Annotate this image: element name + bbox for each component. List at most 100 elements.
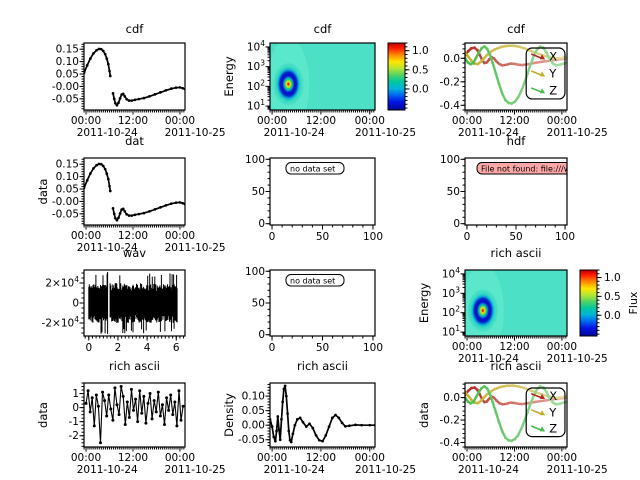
x-tick-label: 00:00: [355, 115, 385, 127]
marker: [513, 62, 516, 66]
legend-arrowhead: [539, 410, 546, 416]
marker: [129, 387, 133, 391]
marker: [483, 45, 486, 48]
marker: [562, 401, 565, 405]
x-tick-label: 12:00: [499, 452, 529, 464]
marker: [538, 60, 542, 64]
marker: [92, 424, 96, 428]
x-tick-label: 50: [509, 231, 522, 243]
multi-line-area: [465, 384, 567, 443]
marker: [284, 394, 288, 398]
annotation-area: File not found: file:///w: [476, 162, 567, 175]
panel-r2c2: no data set 100 50 00 50 100: [245, 154, 383, 243]
x-tick-label: 00:00: [165, 452, 195, 464]
y-tick-label: 0.15: [56, 44, 79, 56]
marker: [123, 95, 127, 98]
marker: [137, 212, 141, 216]
series-Z: [465, 45, 567, 105]
x-tick-label: 00:00: [165, 230, 195, 242]
marker: [130, 99, 134, 102]
marker: [140, 411, 144, 415]
marker: [520, 402, 524, 406]
marker: [88, 410, 92, 414]
x-tick-label: 12:00: [118, 230, 148, 242]
marker: [497, 420, 501, 424]
marker: [99, 162, 103, 166]
marker: [123, 210, 127, 213]
marker: [343, 424, 347, 428]
date-label: 2011-10-24: [77, 242, 138, 254]
marker: [474, 56, 478, 60]
marker: [501, 63, 505, 67]
marker: [97, 162, 101, 166]
marker: [337, 416, 341, 420]
marker: [340, 421, 344, 425]
marker: [106, 177, 110, 181]
marker: [466, 389, 470, 393]
marker: [167, 408, 171, 412]
marker: [94, 393, 98, 397]
panel-title: cdf: [507, 22, 526, 36]
x-tick-label: 00:00: [165, 115, 195, 127]
marker: [85, 63, 89, 67]
marker: [466, 394, 470, 398]
marker: [105, 172, 109, 175]
date-label: 2011-10-24: [458, 127, 519, 139]
x-tick-label: 00:00: [547, 341, 577, 353]
y-tick-label: 0: [72, 298, 79, 310]
marker: [127, 415, 131, 419]
marker: [483, 61, 486, 65]
marker: [84, 401, 88, 405]
legend-arrow-line: [530, 392, 542, 399]
marker: [277, 428, 281, 431]
marker: [557, 396, 561, 400]
y-tick-label: 0: [453, 218, 460, 230]
y-tick-label: -0.4: [440, 437, 461, 449]
x-tick-label: 0: [269, 342, 276, 354]
date-label: 2011-10-25: [547, 464, 608, 476]
marker: [125, 97, 129, 101]
marker: [142, 96, 146, 100]
y-tick-label: 0.0: [443, 53, 460, 65]
marker: [526, 62, 530, 66]
marker: [516, 96, 520, 100]
legend-box: [525, 47, 566, 100]
marker: [97, 47, 101, 51]
marker: [156, 390, 160, 394]
marker: [117, 216, 120, 220]
marker: [485, 47, 489, 51]
x-tick-label: 00:00: [547, 115, 577, 127]
marker: [538, 399, 542, 403]
marker: [522, 386, 526, 390]
marker: [181, 201, 185, 205]
y-tick-label: 101: [247, 98, 265, 113]
marker: [270, 425, 274, 428]
marker: [510, 439, 514, 443]
marker: [291, 432, 295, 436]
no-data-message: no data set: [290, 276, 335, 285]
marker: [95, 163, 98, 167]
x-tick-label: 0: [269, 231, 276, 243]
marker: [354, 423, 357, 427]
panel-title: wav: [123, 246, 146, 260]
marker: [503, 436, 507, 439]
panel-r3c1: 2×104 0 -2×104 0 2 4 6 wav: [42, 246, 186, 354]
annotation-area: no data set: [285, 274, 345, 287]
marker: [493, 48, 497, 51]
x-tick-label: 00:00: [452, 452, 482, 464]
date-label: 2011-10-24: [264, 464, 325, 476]
y-tick-label: -0.05: [238, 434, 265, 446]
marker: [148, 392, 152, 396]
no-data-message: no data set: [290, 164, 335, 173]
marker: [483, 384, 486, 388]
marker: [505, 44, 508, 48]
marker: [513, 437, 517, 441]
marker: [117, 413, 121, 417]
marker: [153, 93, 157, 96]
marker: [477, 390, 481, 394]
marker: [115, 103, 119, 107]
legend-label: X: [549, 389, 557, 403]
marker: [485, 392, 489, 396]
marker: [112, 212, 116, 216]
